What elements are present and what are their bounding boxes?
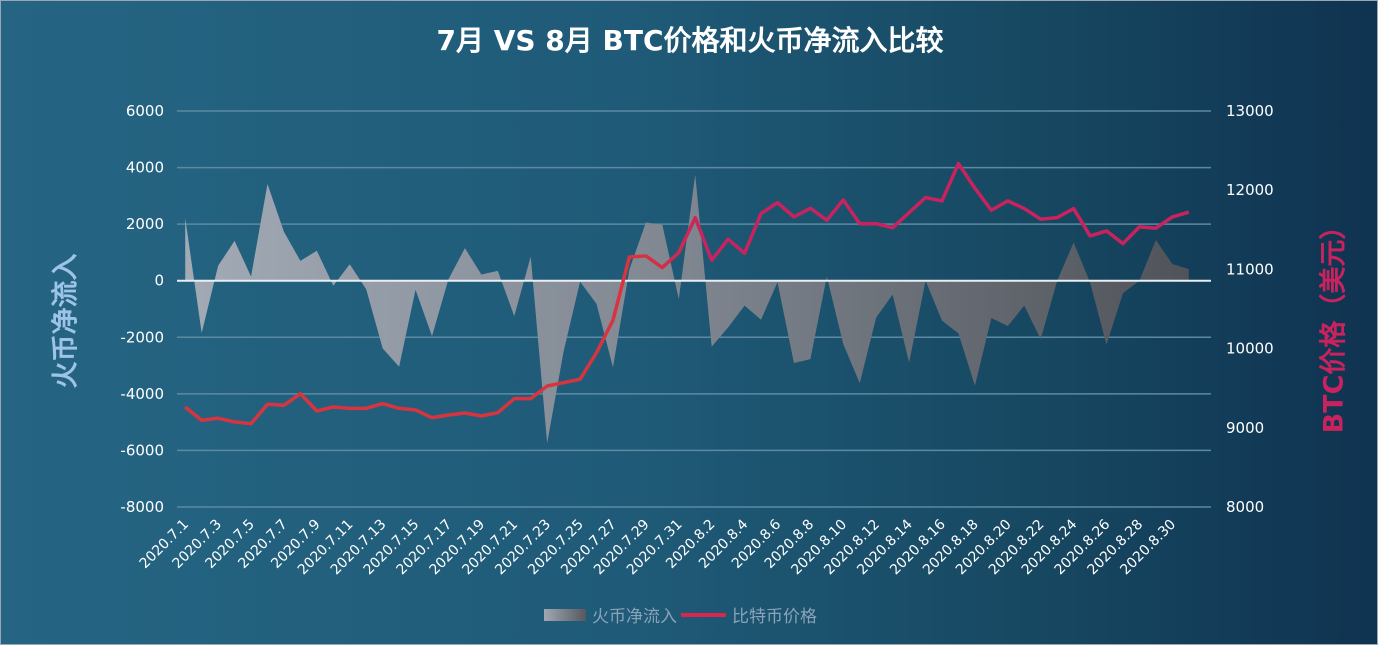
legend: 火币净流入 比特币价格 [544, 602, 817, 627]
right-tick-label: 12000 [1226, 181, 1274, 199]
net-inflow-area [185, 174, 1189, 444]
legend-line-swatch [681, 612, 726, 617]
left-tick-label: 4000 [126, 159, 164, 177]
left-tick-label: 6000 [126, 102, 164, 120]
left-axis-label: 火币净流入 [50, 253, 82, 389]
right-tick-label: 13000 [1226, 102, 1274, 120]
right-axis-label: BTC价格（美元） [1318, 212, 1350, 434]
right-tick-label: 8000 [1226, 498, 1264, 516]
left-tick-label: 2000 [126, 215, 164, 233]
left-tick-label: 0 [154, 272, 164, 290]
right-tick-label: 11000 [1226, 260, 1274, 278]
right-tick-label: 10000 [1226, 340, 1274, 358]
chart-plot: 6000 4000 2000 0 -2000 -4000 -6000 -8000 13000 12… [120, 102, 1274, 578]
legend-area-swatch [544, 608, 586, 621]
left-tick-label: -6000 [120, 441, 164, 459]
left-tick-label: -4000 [120, 385, 164, 403]
right-tick-label: 9000 [1226, 419, 1264, 437]
legend-area-label: 火币净流入 [592, 607, 677, 627]
btc-price-line [184, 161, 1190, 426]
chart-title: 7月 VS 8月 BTC价格和火币净流入比较 [436, 24, 944, 57]
left-tick-label: -2000 [120, 328, 164, 346]
legend-line-label: 比特币价格 [732, 607, 817, 627]
left-tick-label: -8000 [120, 498, 164, 516]
